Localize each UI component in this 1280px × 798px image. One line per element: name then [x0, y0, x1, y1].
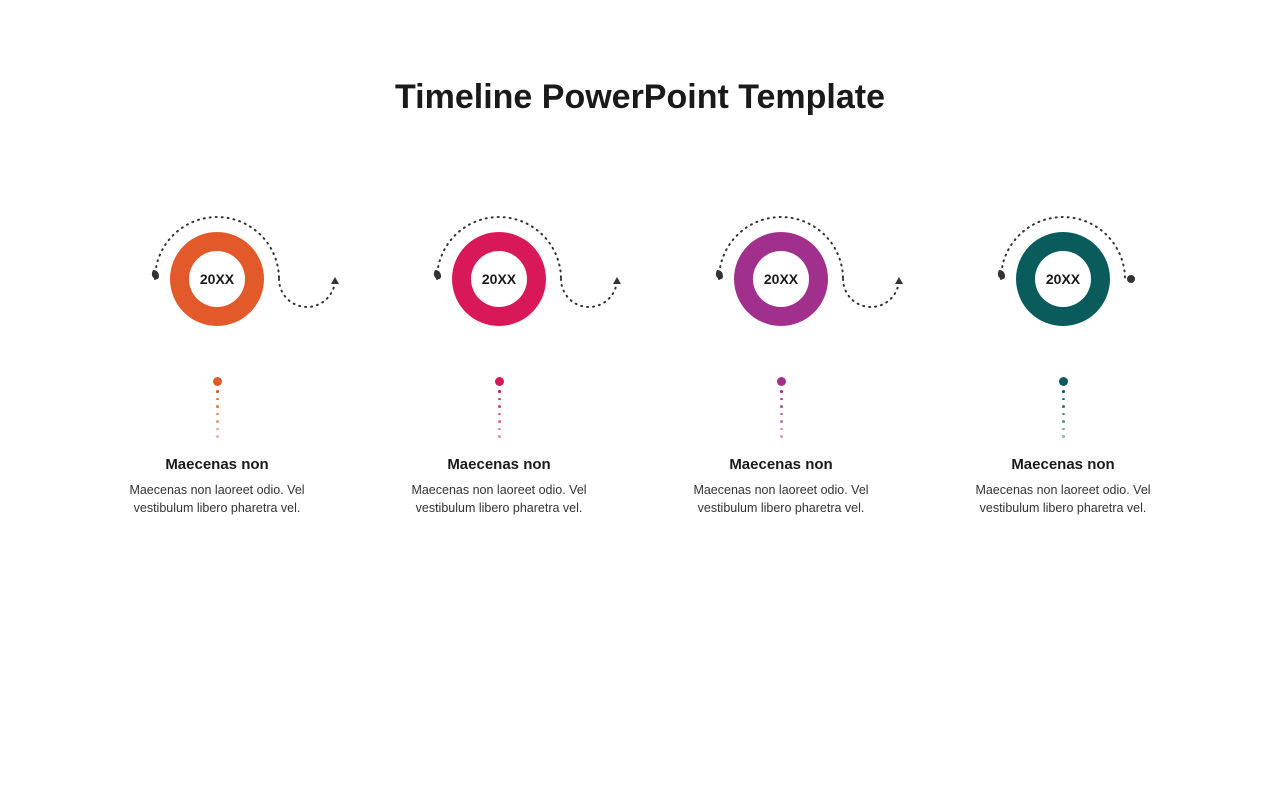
arc-start-dot — [434, 270, 441, 279]
year-label: 20XX — [764, 271, 798, 287]
timeline-item-3: 20XX Maecenas non Maecenas non laoreet odi… — [681, 207, 881, 517]
item-body: Maecenas non laoreet odio. Vel vestibulu… — [968, 481, 1158, 517]
year-label: 20XX — [1046, 271, 1080, 287]
connector-dot — [213, 377, 222, 386]
ring-wrap: 20XX — [399, 207, 599, 367]
year-label: 20XX — [482, 271, 516, 287]
connector-dotted-line — [498, 390, 501, 438]
ring-wrap: 20XX — [681, 207, 881, 367]
arc-start-dot — [152, 270, 159, 279]
connector-dotted-line — [780, 390, 783, 438]
year-label: 20XX — [200, 271, 234, 287]
timeline-item-1: 20XX Maecenas non Maecenas non laoreet odi… — [117, 207, 317, 517]
ring-wrap: 20XX — [963, 207, 1163, 367]
timeline-item-4: 20XX Maecenas non Maecenas non laoreet odi… — [963, 207, 1163, 517]
connector-dot — [495, 377, 504, 386]
item-body: Maecenas non laoreet odio. Vel vestibulu… — [122, 481, 312, 517]
connector-dotted-line — [216, 390, 219, 438]
arc-start-dot — [716, 270, 723, 279]
item-heading: Maecenas non — [165, 456, 268, 473]
item-body: Maecenas non laoreet odio. Vel vestibulu… — [686, 481, 876, 517]
connector-dot — [777, 377, 786, 386]
slide-title: Timeline PowerPoint Template — [0, 78, 1280, 117]
arc-start-dot — [998, 270, 1005, 279]
item-heading: Maecenas non — [447, 456, 550, 473]
connector-dotted-line — [1062, 390, 1065, 438]
connector-dot — [1059, 377, 1068, 386]
item-body: Maecenas non laoreet odio. Vel vestibulu… — [404, 481, 594, 517]
timeline-row: 20XX Maecenas non Maecenas non laoreet odi… — [0, 207, 1280, 517]
ring-wrap: 20XX — [117, 207, 317, 367]
item-heading: Maecenas non — [1011, 456, 1114, 473]
item-heading: Maecenas non — [729, 456, 832, 473]
timeline-item-2: 20XX Maecenas non Maecenas non laoreet odi… — [399, 207, 599, 517]
